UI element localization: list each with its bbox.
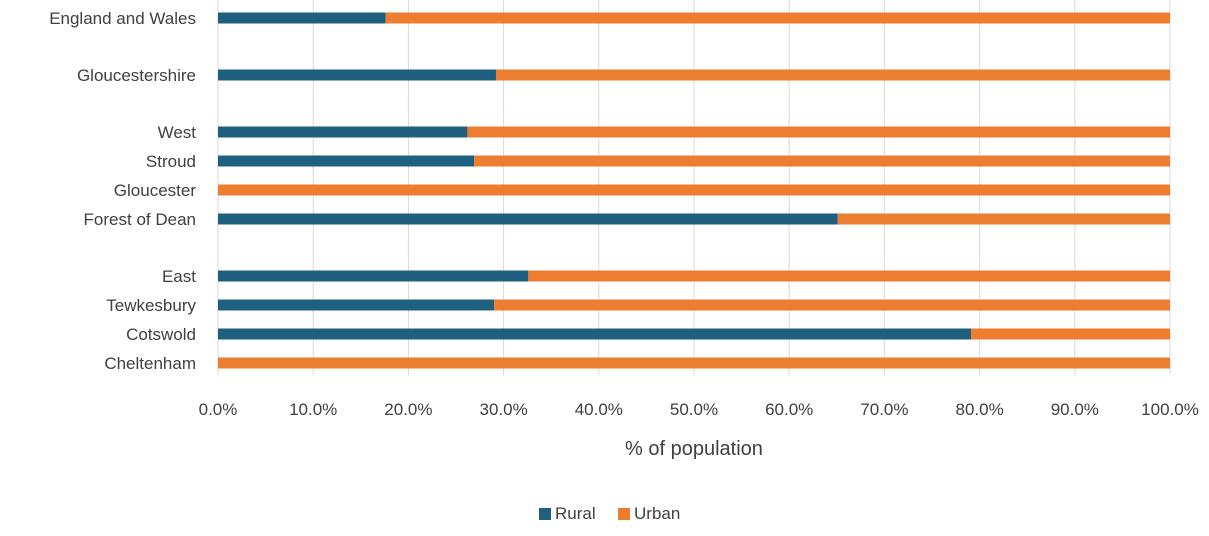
bar-rural-8 xyxy=(218,328,972,340)
category-label-2: West xyxy=(158,123,197,142)
category-label-6: East xyxy=(162,267,196,286)
bar-urban-3 xyxy=(474,155,1170,167)
x-tick-label-6: 60.0% xyxy=(765,400,813,419)
category-label-9: Cheltenham xyxy=(104,354,196,373)
legend-swatch-rural xyxy=(539,508,551,520)
legend-label-rural: Rural xyxy=(555,504,596,523)
legend: Rural Urban xyxy=(539,504,680,523)
bar-urban-5 xyxy=(837,213,1170,225)
x-axis-title: % of population xyxy=(625,438,763,460)
x-tick-label-0: 0.0% xyxy=(199,400,238,419)
x-tick-label-8: 80.0% xyxy=(955,400,1003,419)
bar-urban-4 xyxy=(218,184,1170,196)
x-tick-label-10: 100.0% xyxy=(1141,400,1199,419)
x-tick-label-3: 30.0% xyxy=(479,400,527,419)
legend-swatch-urban xyxy=(618,508,630,520)
bar-rural-0 xyxy=(218,12,386,24)
bar-rural-1 xyxy=(218,69,496,81)
bar-urban-7 xyxy=(494,299,1171,311)
bar-rural-7 xyxy=(218,299,495,311)
bar-urban-6 xyxy=(528,270,1170,282)
category-label-0: England and Wales xyxy=(49,9,196,28)
x-tick-label-2: 20.0% xyxy=(384,400,432,419)
bar-rural-6 xyxy=(218,270,529,282)
x-tick-label-9: 90.0% xyxy=(1051,400,1099,419)
x-tick-labels: 0.0% 10.0% 20.0% 30.0% 40.0% 50.0% 60.0% 70.0% 8… xyxy=(199,400,1199,419)
category-label-4: Gloucester xyxy=(114,181,197,200)
bar-rural-5 xyxy=(218,213,838,225)
category-label-1: Gloucestershire xyxy=(77,66,196,85)
x-tick-label-1: 10.0% xyxy=(289,400,337,419)
bar-urban-8 xyxy=(971,328,1170,340)
bar-urban-0 xyxy=(385,12,1170,24)
x-tick-label-4: 40.0% xyxy=(575,400,623,419)
legend-label-urban: Urban xyxy=(634,504,680,523)
bar-rural-2 xyxy=(218,126,468,138)
bar-urban-1 xyxy=(495,69,1170,81)
category-label-7: Tewkesbury xyxy=(106,296,196,315)
category-labels: England and Wales Gloucestershire West Stro… xyxy=(49,9,196,373)
bar-rural-3 xyxy=(218,155,475,167)
bar-urban-2 xyxy=(467,126,1170,138)
bar-urban-9 xyxy=(218,357,1170,369)
bars xyxy=(218,12,1171,369)
category-label-3: Stroud xyxy=(146,152,196,171)
x-tick-label-5: 50.0% xyxy=(670,400,718,419)
category-label-8: Cotswold xyxy=(126,325,196,344)
x-tick-label-7: 70.0% xyxy=(860,400,908,419)
category-label-5: Forest of Dean xyxy=(84,210,196,229)
